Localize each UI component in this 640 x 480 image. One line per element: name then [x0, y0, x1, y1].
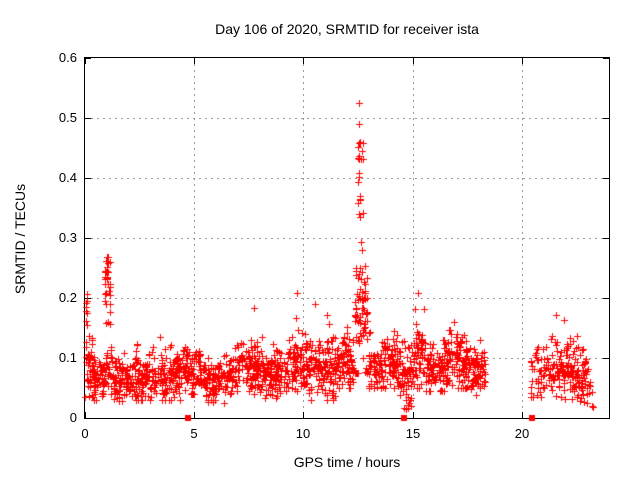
x-tick-label: 20 [514, 426, 530, 441]
x-tick-label: 10 [295, 426, 311, 441]
x-tick-label: 5 [190, 426, 198, 441]
y-tick-label: 0.5 [58, 110, 77, 125]
x-tick-label: 0 [81, 426, 89, 441]
y-tick-label: 0 [69, 410, 77, 425]
y-tick-label: 0.2 [58, 290, 77, 305]
y-tick-label: 0.3 [58, 230, 77, 245]
y-tick-label: 0.1 [58, 350, 77, 365]
y-tick-label: 0.4 [58, 170, 77, 185]
y-tick-label: 0.6 [58, 50, 77, 65]
x-tick-label: 15 [405, 426, 421, 441]
